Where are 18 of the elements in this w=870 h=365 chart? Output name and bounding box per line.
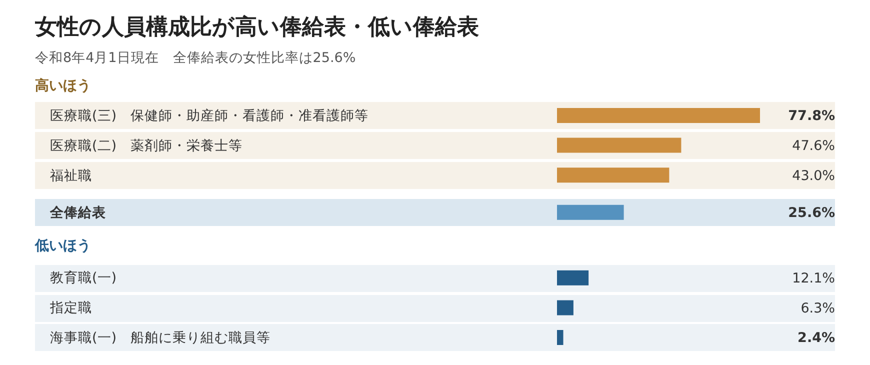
data-label: 6.3% — [800, 300, 836, 316]
data-label: 25.6% — [788, 205, 836, 222]
data-label: 12.1% — [792, 270, 836, 287]
y-tick-label: 全俸給表 — [50, 204, 106, 222]
data-label: 43.0% — [792, 168, 836, 184]
text: 女性の人員構成比が高い俸給表・低い俸給表 — [35, 14, 479, 42]
y-tick-label: 福祉職 — [50, 166, 92, 184]
text: 低いほう — [35, 237, 91, 255]
text: 高いほう — [35, 77, 91, 95]
y-tick-label: 指定職 — [50, 299, 92, 318]
data-label: 47.6% — [792, 138, 836, 154]
y-tick-label: 海事職(一) 船舶に乗り組む職員等 — [50, 328, 271, 347]
y-tick-label: 医療職(二) 薬剤師・栄養士等 — [50, 136, 243, 155]
data-label: 2.4% — [798, 330, 836, 346]
data-label: 77.8% — [788, 108, 836, 124]
y-tick-label: 教育職(一) — [50, 269, 117, 288]
text: 令和8年4月1日現在 全俸給表の女性比率は25.6% — [35, 49, 356, 67]
y-tick-label: 医療職(三) 保健師・助産師・看護師・准看護師等 — [50, 106, 369, 125]
